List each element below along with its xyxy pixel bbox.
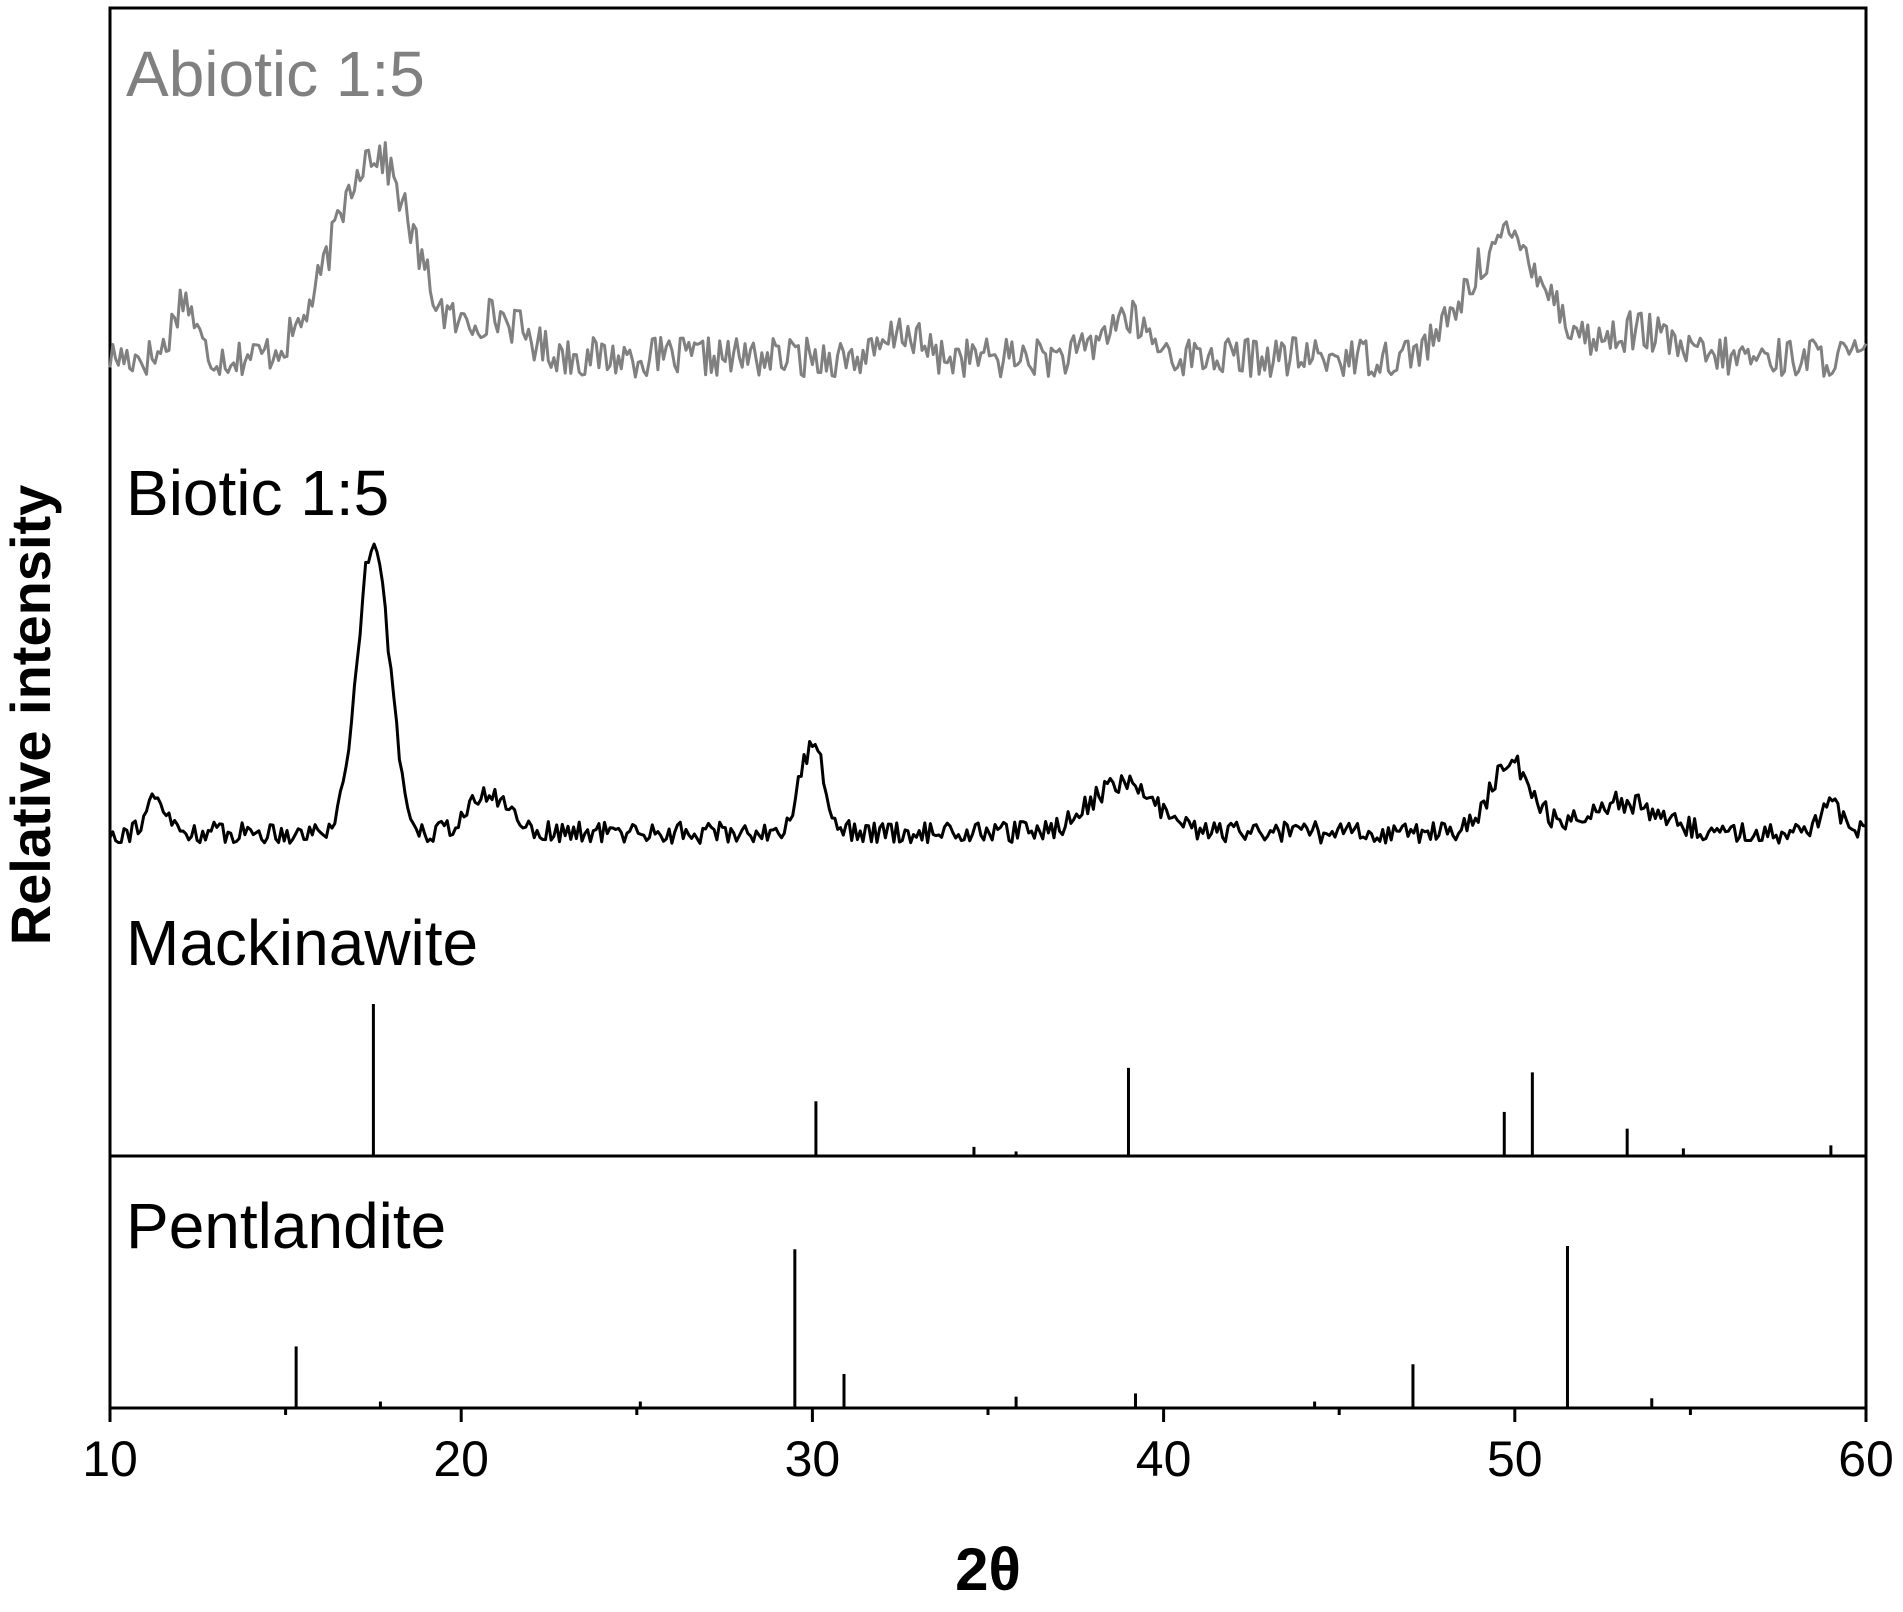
y-axis-title: Relative intensity	[0, 485, 62, 946]
x-axis-title: 2θ	[955, 1536, 1021, 1603]
x-tick-label: 10	[82, 1431, 138, 1487]
x-tick-label: 50	[1487, 1431, 1543, 1487]
series-label-pentlandite: Pentlandite	[126, 1190, 446, 1262]
x-tick-label: 40	[1136, 1431, 1192, 1487]
x-tick-label: 20	[433, 1431, 489, 1487]
biotic-pattern-line	[108, 542, 1867, 845]
abiotic-pattern-line	[108, 141, 1868, 379]
series-label-mackinawite: Mackinawite	[126, 907, 478, 979]
x-tick-label: 60	[1838, 1431, 1894, 1487]
series-label-biotic: Biotic 1:5	[126, 457, 389, 529]
series-label-abiotic: Abiotic 1:5	[126, 38, 425, 110]
x-axis-ticks: 10 20 30 40 50 60	[82, 1408, 1894, 1487]
chart-marks	[108, 141, 1868, 1408]
x-tick-label: 30	[785, 1431, 841, 1487]
